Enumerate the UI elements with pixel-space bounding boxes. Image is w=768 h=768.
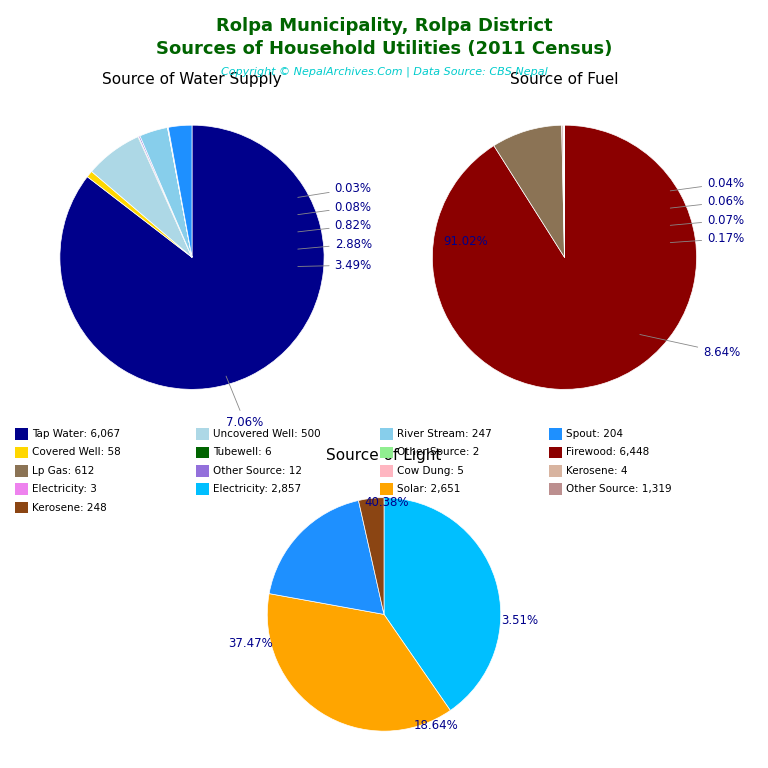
Wedge shape <box>561 125 564 257</box>
Wedge shape <box>88 171 192 257</box>
Text: 0.08%: 0.08% <box>298 200 372 214</box>
Text: Other Source: 12: Other Source: 12 <box>213 465 302 476</box>
Wedge shape <box>139 136 192 257</box>
Wedge shape <box>91 137 192 257</box>
Text: 0.04%: 0.04% <box>670 177 744 191</box>
Text: Electricity: 3: Electricity: 3 <box>32 484 97 495</box>
Wedge shape <box>359 498 384 614</box>
Text: Cow Dung: 5: Cow Dung: 5 <box>397 465 464 476</box>
Text: Lp Gas: 612: Lp Gas: 612 <box>32 465 94 476</box>
Text: 40.38%: 40.38% <box>364 496 409 509</box>
Text: 0.06%: 0.06% <box>670 195 744 208</box>
Text: River Stream: 247: River Stream: 247 <box>397 429 492 439</box>
Text: Firewood: 6,448: Firewood: 6,448 <box>566 447 649 458</box>
Wedge shape <box>168 125 192 257</box>
Title: Source of Water Supply: Source of Water Supply <box>102 72 282 87</box>
Text: Tap Water: 6,067: Tap Water: 6,067 <box>32 429 121 439</box>
Wedge shape <box>167 127 192 257</box>
Wedge shape <box>138 137 192 257</box>
Title: Source of Light: Source of Light <box>326 449 442 463</box>
Text: Covered Well: 58: Covered Well: 58 <box>32 447 121 458</box>
Text: 0.82%: 0.82% <box>298 219 372 232</box>
Text: Other Source: 1,319: Other Source: 1,319 <box>566 484 672 495</box>
Text: Spout: 204: Spout: 204 <box>566 429 623 439</box>
Text: 3.51%: 3.51% <box>501 614 538 627</box>
Text: Tubewell: 6: Tubewell: 6 <box>213 447 271 458</box>
Text: 7.06%: 7.06% <box>226 376 263 429</box>
Text: 0.17%: 0.17% <box>670 232 744 245</box>
Text: Electricity: 2,857: Electricity: 2,857 <box>213 484 301 495</box>
Text: Solar: 2,651: Solar: 2,651 <box>397 484 461 495</box>
Text: 85.64%: 85.64% <box>74 235 119 248</box>
Text: Copyright © NepalArchives.Com | Data Source: CBS Nepal: Copyright © NepalArchives.Com | Data Sou… <box>220 67 548 78</box>
Text: Kerosene: 248: Kerosene: 248 <box>32 502 107 513</box>
Text: 18.64%: 18.64% <box>414 720 459 733</box>
Wedge shape <box>60 125 324 389</box>
Text: Uncovered Well: 500: Uncovered Well: 500 <box>213 429 320 439</box>
Wedge shape <box>432 125 697 389</box>
Text: 8.64%: 8.64% <box>640 335 740 359</box>
Wedge shape <box>563 125 564 257</box>
Text: Kerosene: 4: Kerosene: 4 <box>566 465 627 476</box>
Text: 91.02%: 91.02% <box>443 235 488 248</box>
Text: 0.07%: 0.07% <box>670 214 744 227</box>
Wedge shape <box>384 498 501 710</box>
Text: 2.88%: 2.88% <box>298 237 372 250</box>
Text: 37.47%: 37.47% <box>228 637 273 650</box>
Text: 0.03%: 0.03% <box>298 182 372 197</box>
Wedge shape <box>167 127 192 257</box>
Text: Other Source: 2: Other Source: 2 <box>397 447 479 458</box>
Title: Source of Fuel: Source of Fuel <box>510 72 619 87</box>
Text: Sources of Household Utilities (2011 Census): Sources of Household Utilities (2011 Cen… <box>156 40 612 58</box>
Wedge shape <box>494 125 564 257</box>
Wedge shape <box>269 501 384 614</box>
Text: 3.49%: 3.49% <box>298 259 372 272</box>
Wedge shape <box>140 127 192 257</box>
Wedge shape <box>267 594 450 731</box>
Text: Rolpa Municipality, Rolpa District: Rolpa Municipality, Rolpa District <box>216 17 552 35</box>
